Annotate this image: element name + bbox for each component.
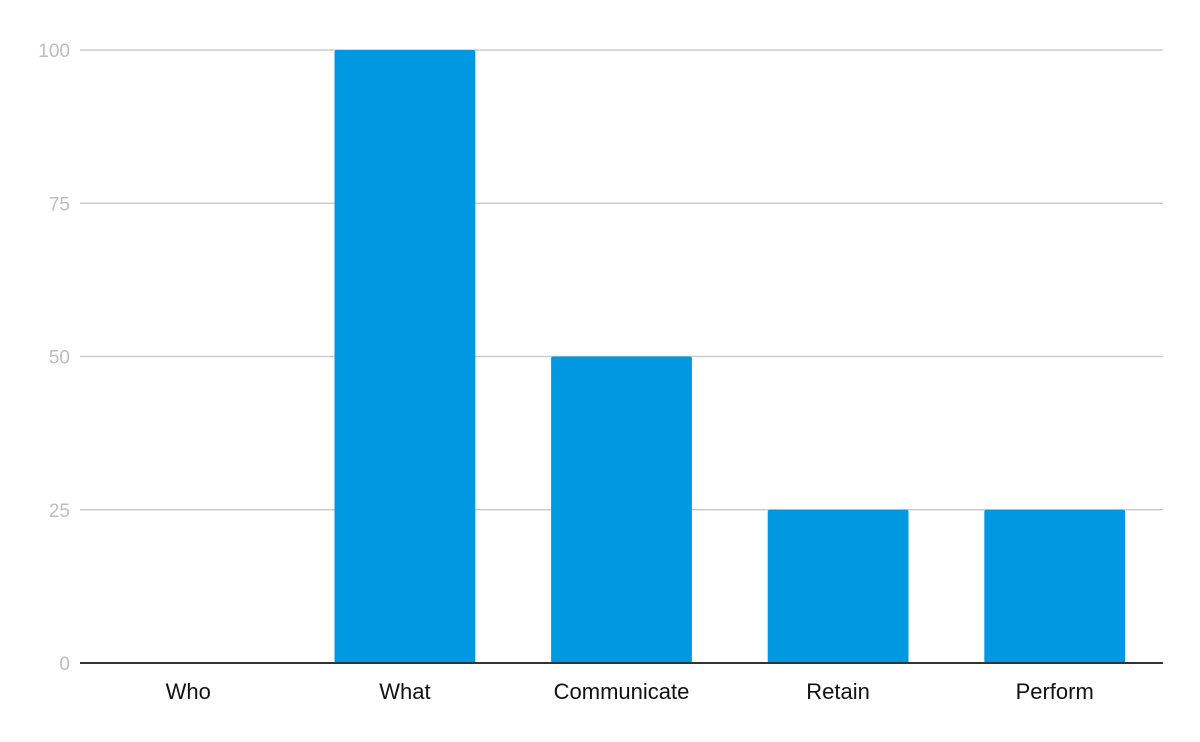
x-tick-label-communicate: Communicate <box>554 679 690 704</box>
x-tick-label-who: Who <box>166 679 211 704</box>
x-tick-label-what: What <box>379 679 430 704</box>
x-tick-label-perform: Perform <box>1016 679 1094 704</box>
bar-retain <box>767 509 909 663</box>
bar-perform <box>984 509 1126 663</box>
x-tick-label-retain: Retain <box>806 679 870 704</box>
bars <box>334 50 1126 663</box>
bar-communicate <box>551 356 692 663</box>
y-tick-label: 0 <box>59 654 70 675</box>
y-tick-label: 25 <box>49 501 70 522</box>
axes: 0 25 50 75 100 Who What Communicate Retain Perfor… <box>38 41 1163 704</box>
y-tick-label: 50 <box>49 348 70 369</box>
y-tick-label: 100 <box>38 41 70 62</box>
bar-what <box>334 50 476 663</box>
y-tick-label: 75 <box>49 194 70 215</box>
